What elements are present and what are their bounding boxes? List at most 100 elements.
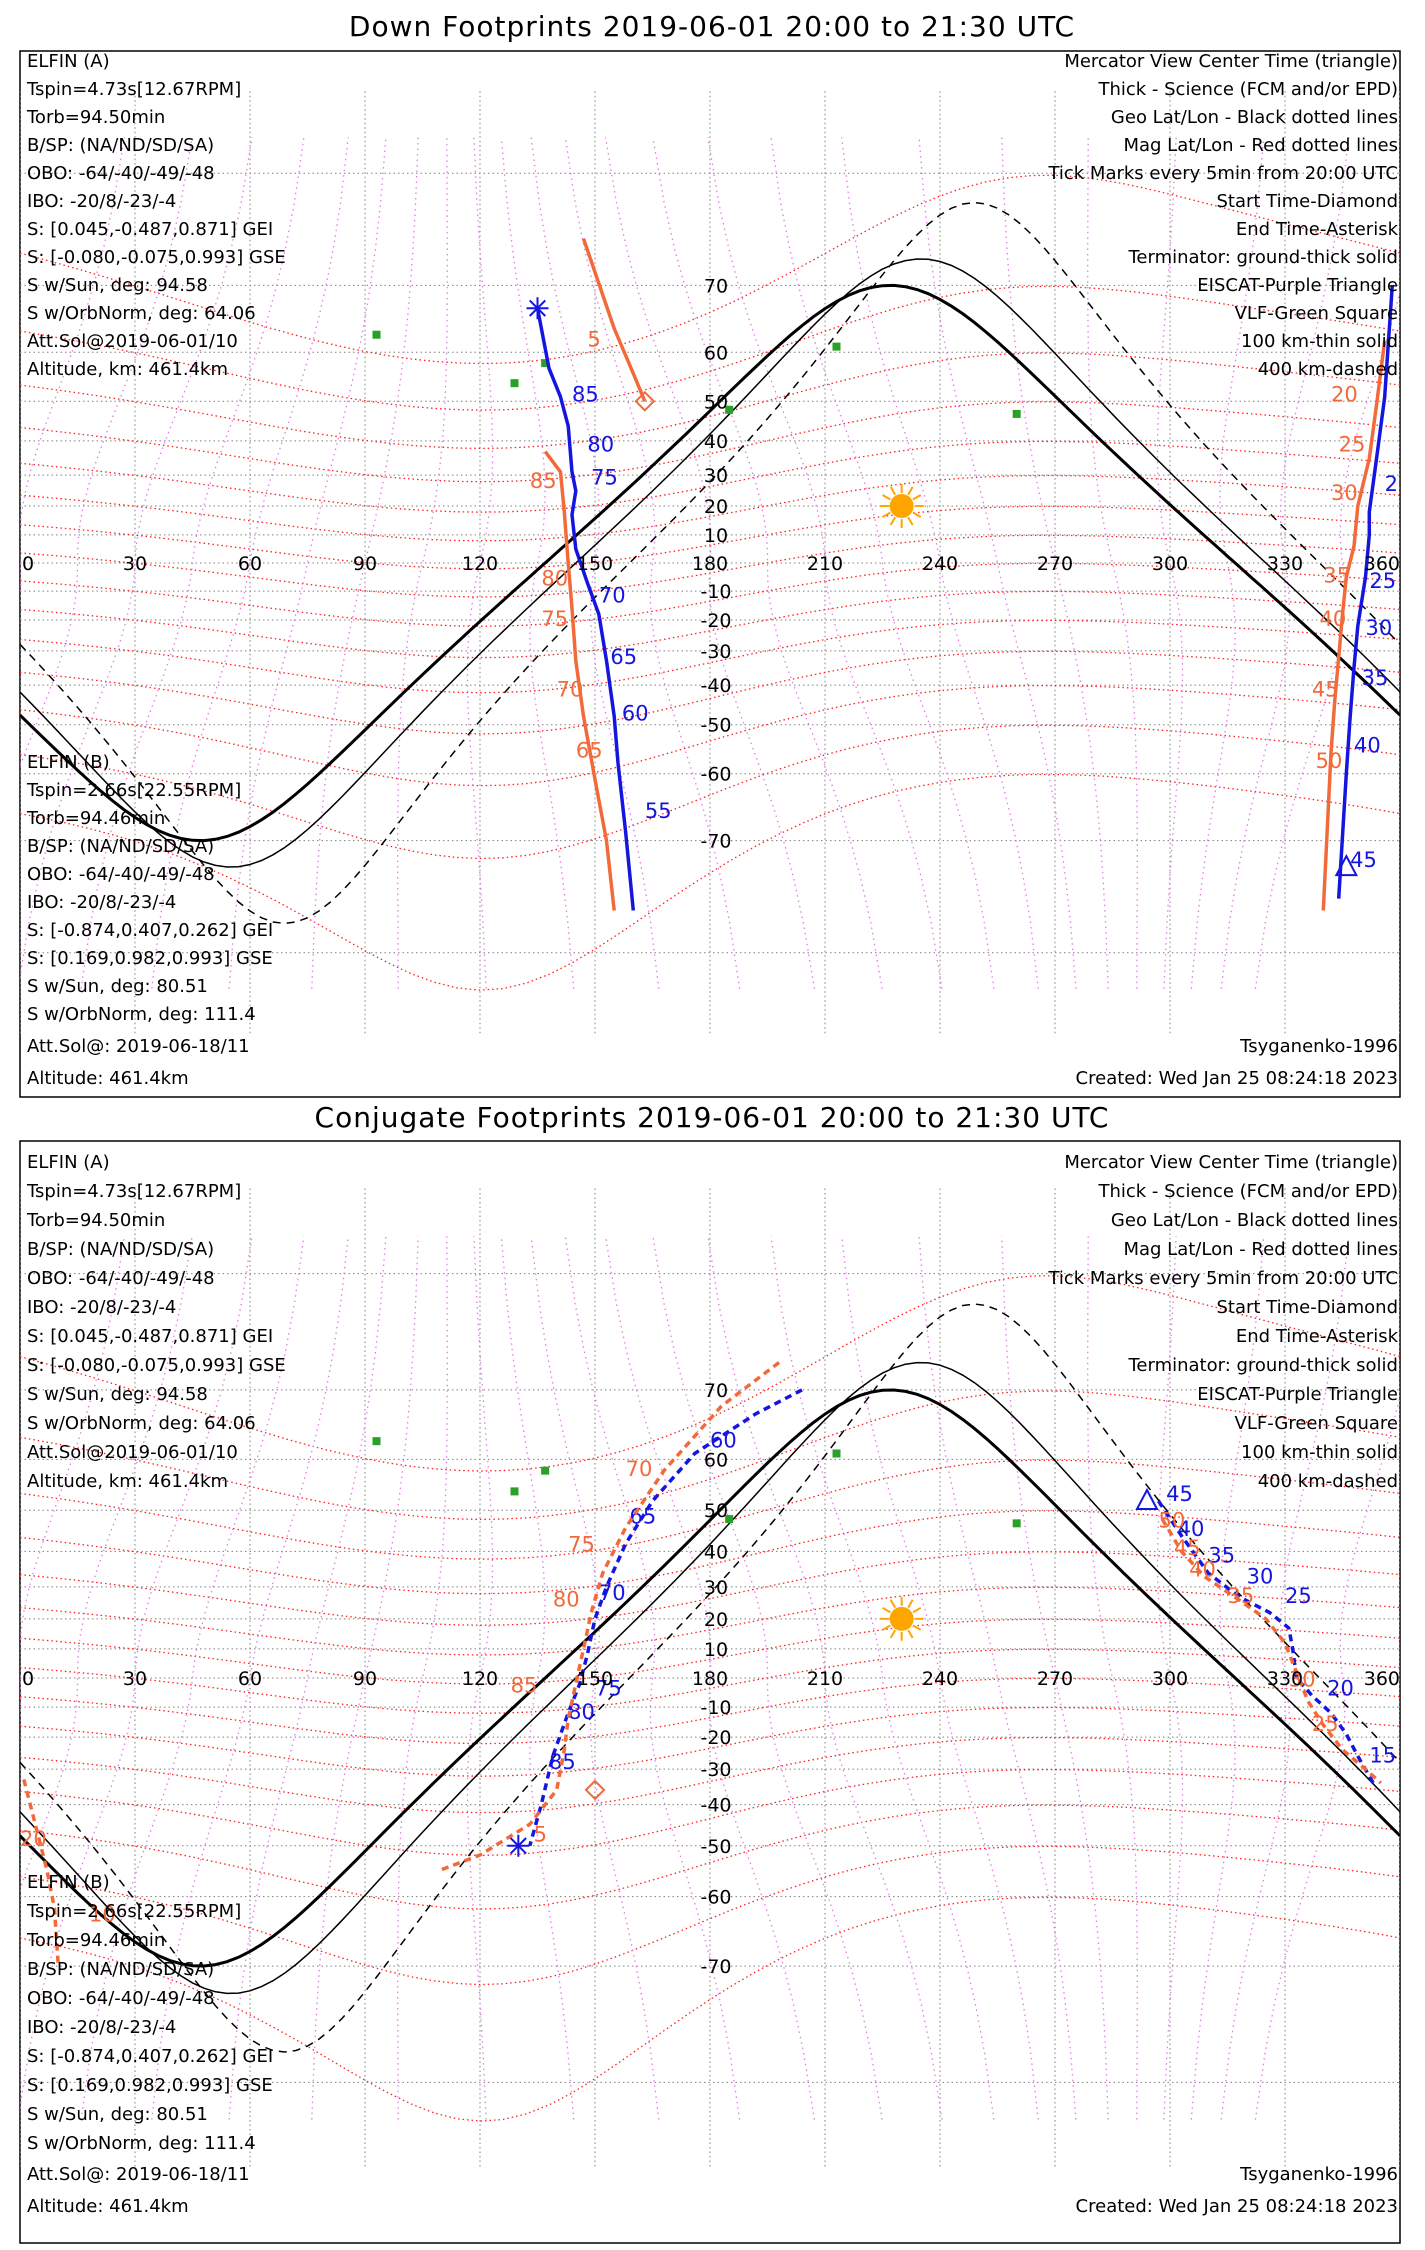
info-line: Att.Sol@: 2019-06-18/11: [27, 2164, 250, 2185]
track-time-label: 50: [1159, 1509, 1186, 1533]
vlf-station-marker: [541, 1466, 550, 1475]
terminator-ground: [20, 1388, 1400, 1968]
mag-meridian-line: [770, 1236, 995, 2120]
terminator-100km: [20, 258, 1400, 868]
info-line: ELFIN (A): [27, 51, 110, 72]
map-frame: [19, 1140, 1401, 2244]
sun-ray: [912, 494, 922, 501]
info-line: S: [-0.874,0.407,0.262] GEI: [27, 2046, 273, 2067]
longitude-tick-label: 120: [462, 553, 498, 575]
longitude-tick-label: 120: [462, 1668, 498, 1690]
mag-latitude-line: [20, 650, 1400, 735]
mag-meridian-line: [20, 1236, 253, 2112]
end-time-asterisk: [509, 1837, 527, 1855]
mag-meridian-line: [20, 1236, 193, 1891]
track-time-label: 85: [572, 382, 599, 406]
info-line: S: [0.045,-0.487,0.871] GEI: [27, 219, 273, 240]
legend: Mercator View Center Time (triangle) Thi…: [1047, 51, 1398, 380]
panel-conjugate: Conjugate Footprints 2019-06-01 20:00 to…: [19, 1101, 1401, 2244]
footprint-track: [1336, 285, 1395, 899]
sun-ray: [912, 1606, 922, 1614]
sun-ray: [907, 516, 914, 526]
info-line: Tspin=4.73s[12.67RPM]: [26, 79, 241, 100]
footprint-track: [543, 450, 616, 911]
info-line: OBO: -64/-40/-49/-48: [27, 1268, 215, 1289]
latitude-tick-label: -40: [700, 675, 731, 697]
mag-meridian-line: [564, 1236, 741, 2120]
sun-ray: [882, 494, 891, 501]
info-line: Altitude, km: 461.4km: [27, 1471, 228, 1492]
mag-latitude-line: [20, 1618, 1400, 1685]
info-line: S w/OrbNorm, deg: 64.06: [27, 1413, 256, 1434]
created-timestamp: Created: Wed Jan 25 08:24:18 2023: [1076, 1068, 1398, 1089]
info-line: Tspin=2.66s[22.55RPM]: [26, 780, 241, 801]
longitude-tick-label: 0: [22, 553, 34, 575]
mag-meridian-line: [228, 1236, 387, 2120]
sun-ray: [907, 1599, 914, 1609]
info-line: IBO: -20/8/-23/-4: [27, 892, 176, 913]
elfin-b-info: ELFIN (B) Tspin=2.66s[22.55RPM] Torb=94.…: [26, 752, 273, 1089]
track-time-label: 55: [645, 799, 672, 823]
track-time-label: 70: [599, 583, 626, 607]
mag-meridian-line: [918, 137, 1077, 989]
latitude-tick-label: -20: [700, 1727, 731, 1749]
legend-line: Terminator: ground-thick solid: [1127, 247, 1398, 268]
track-time-label: 45: [1166, 1482, 1193, 1506]
longitude-tick-label: 180: [692, 1668, 728, 1690]
info-line: S w/Sun, deg: 80.51: [27, 976, 208, 997]
mag-meridian-line: [80, 137, 305, 989]
latitude-tick-label: 70: [704, 1380, 728, 1402]
track-time-label: 65: [576, 739, 603, 763]
longitude-tick-label: 270: [1037, 553, 1073, 575]
info-line: OBO: -64/-40/-49/-48: [27, 1988, 215, 2009]
track-time-label: 60: [622, 701, 649, 725]
mag-meridian-line: [604, 1236, 816, 2120]
legend-line: End Time-Asterisk: [1236, 219, 1399, 240]
track-time-label: 10: [89, 1902, 116, 1926]
mag-meridian-line: [311, 137, 419, 989]
view-center-triangle: [1135, 1487, 1159, 1511]
footprint-track: [581, 238, 647, 402]
longitude-tick-label: 210: [807, 1668, 843, 1690]
mag-meridian-line: [652, 137, 883, 989]
mag-meridian-line: [1190, 1236, 1265, 2120]
sun-ray: [907, 1629, 914, 1639]
view-center-triangle: [1334, 853, 1358, 877]
track-time-label: 80: [587, 433, 614, 457]
longitude-tick-label: 60: [238, 1668, 262, 1690]
legend-line: Start Time-Diamond: [1216, 1297, 1398, 1318]
legend: Mercator View Center Time (triangle) Thi…: [1047, 1152, 1398, 1492]
vlf-station-marker: [372, 330, 381, 339]
info-line: B/SP: (NA/ND/SD/SA): [27, 1239, 214, 1260]
legend-line: Mag Lat/Lon - Red dotted lines: [1123, 1239, 1398, 1260]
mag-meridian-line: [228, 137, 387, 989]
track-time-label: 25: [1312, 1712, 1339, 1736]
latitude-tick-label: -70: [700, 1956, 731, 1978]
mag-latitude-line: [20, 1768, 1400, 1856]
mag-latitude-line: [20, 1459, 1400, 1560]
sun-ray: [912, 1624, 922, 1631]
mag-meridian-line: [1156, 137, 1184, 989]
mag-meridian-line: [311, 1236, 419, 2120]
mag-latitude-line: [20, 505, 1400, 570]
legend-line: VLF-Green Square: [1235, 1413, 1398, 1434]
start-time-diamond: [634, 390, 656, 412]
track-time-label: 25: [1369, 569, 1396, 593]
end-time-asterisk: [529, 299, 546, 317]
mag-meridian-line: [151, 137, 349, 989]
latitude-tick-label: -30: [700, 1759, 731, 1781]
track-time-label: 25: [1339, 433, 1366, 457]
mag-meridian-line: [1001, 137, 1109, 989]
info-line: Tspin=2.66s[22.55RPM]: [26, 1901, 241, 1922]
sun-ray: [907, 486, 914, 496]
latitude-tick-label: -10: [700, 581, 731, 603]
elfin-a-info: ELFIN (A) Tspin=4.73s[12.67RPM] Torb=94.…: [26, 1152, 286, 1492]
info-line: Altitude, km: 461.4km: [27, 359, 228, 380]
info-line: S w/Sun, deg: 94.58: [27, 1384, 208, 1405]
track-time-label: 40: [1178, 1517, 1205, 1541]
panel-down: Down Footprints 2019-06-01 20:00 to 21:3…: [19, 10, 1401, 1098]
mag-latitude-line: [20, 1896, 1400, 2122]
track-time-label: 5: [534, 1822, 547, 1846]
latitude-tick-label: 60: [704, 1449, 728, 1471]
